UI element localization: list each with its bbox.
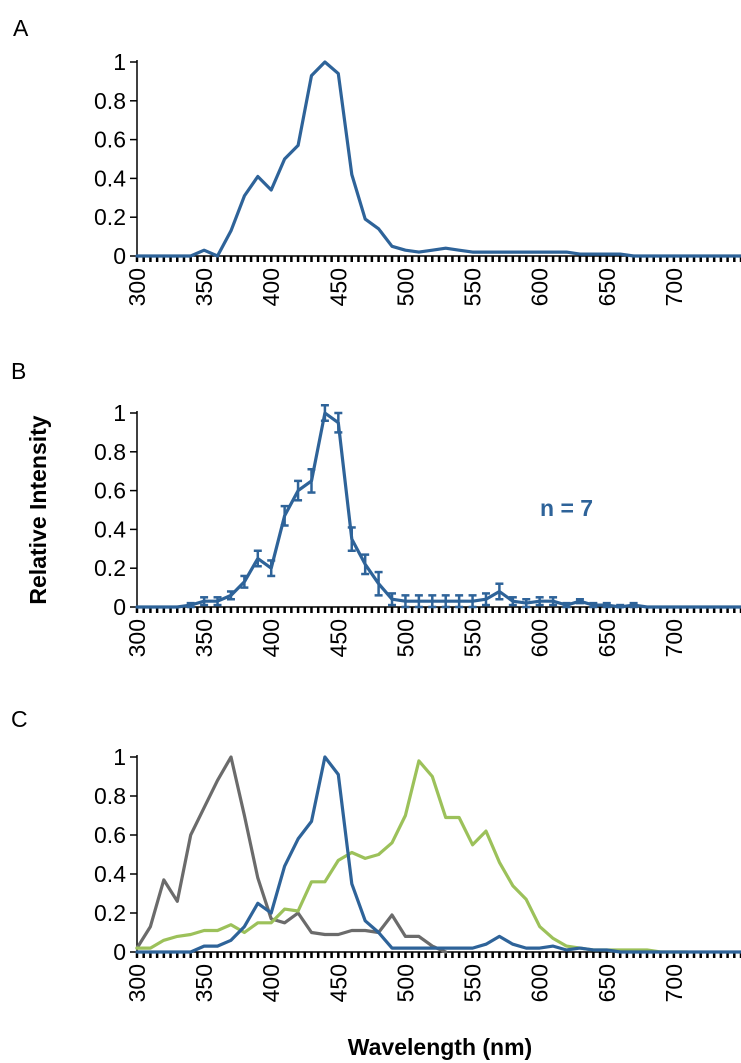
- x-tick-label: 350: [191, 268, 217, 306]
- x-tick-label: 350: [191, 619, 217, 657]
- x-tick-label: 550: [460, 268, 486, 306]
- y-tick-label: 0.2: [94, 204, 126, 230]
- y-tick-label: 1: [113, 49, 126, 75]
- chart-panel-a: A 0 0.2 0.4 0.6 0.8 1 300 350 400 450 500 550 600 650 7…: [13, 15, 741, 306]
- x-tick-label: 700: [661, 964, 687, 1002]
- x-tick-label: 700: [661, 268, 687, 306]
- chart-panel-c: C 0 0.2 0.4 0.6 0.8 1 300 350 400 450 500 550 600 650 7…: [11, 706, 741, 1060]
- series-line: [135, 755, 741, 954]
- x-tick-label: 700: [661, 619, 687, 657]
- series-line: [135, 755, 448, 954]
- x-tick-label: 600: [527, 619, 553, 657]
- series-line: [135, 759, 689, 954]
- y-tick-label: 0: [113, 939, 126, 965]
- y-tick-label: 0.2: [94, 555, 126, 581]
- x-tick-label: 500: [392, 268, 418, 306]
- x-tick-label: 400: [258, 964, 284, 1002]
- x-tick-label: 400: [258, 619, 284, 657]
- x-tick-label: 300: [124, 268, 150, 306]
- sample-size-annotation: n = 7: [540, 495, 593, 521]
- y-tick-label: 0.4: [94, 516, 126, 542]
- x-tick-label: 550: [460, 964, 486, 1002]
- y-tick-label: 0.2: [94, 900, 126, 926]
- x-tick-label: 650: [594, 268, 620, 306]
- x-tick-label: 650: [594, 619, 620, 657]
- x-tick-label: 350: [191, 964, 217, 1002]
- chart-panel-b: B 0 0.2 0.4 0.6 0.8 1 300 350 400 450 500 550 600 650 7…: [11, 358, 741, 657]
- y-tick-label: 0.8: [94, 783, 126, 809]
- x-tick-label: 550: [460, 619, 486, 657]
- y-tick-label: 0: [113, 594, 126, 620]
- y-tick-label: 0.4: [94, 861, 126, 887]
- x-tick-label: 600: [527, 964, 553, 1002]
- y-tick-label: 0.6: [94, 822, 126, 848]
- x-tick-label: 500: [392, 964, 418, 1002]
- y-tick-label: 1: [113, 744, 126, 770]
- x-tick-label: 450: [325, 619, 351, 657]
- y-axis-title: Relative Intensity: [25, 415, 51, 604]
- y-tick-label: 0.6: [94, 478, 126, 504]
- x-axis-title: Wavelength (nm): [348, 1034, 532, 1060]
- panel-label: C: [11, 706, 28, 732]
- series-line: [135, 411, 741, 609]
- y-tick-label: 0.6: [94, 127, 126, 153]
- x-tick-label: 300: [124, 619, 150, 657]
- y-tick-label: 0.8: [94, 439, 126, 465]
- x-tick-label: 450: [325, 964, 351, 1002]
- x-tick-label: 500: [392, 619, 418, 657]
- series-line: [135, 60, 741, 258]
- x-tick-label: 400: [258, 268, 284, 306]
- y-tick-label: 1: [113, 400, 126, 426]
- panel-label: A: [13, 15, 29, 41]
- y-tick-label: 0.8: [94, 88, 126, 114]
- x-tick-label: 600: [527, 268, 553, 306]
- y-tick-label: 0: [113, 243, 126, 269]
- x-tick-label: 650: [594, 964, 620, 1002]
- y-tick-label: 0.4: [94, 165, 126, 191]
- panel-label: B: [11, 358, 26, 384]
- x-tick-label: 300: [124, 964, 150, 1002]
- x-tick-label: 450: [325, 268, 351, 306]
